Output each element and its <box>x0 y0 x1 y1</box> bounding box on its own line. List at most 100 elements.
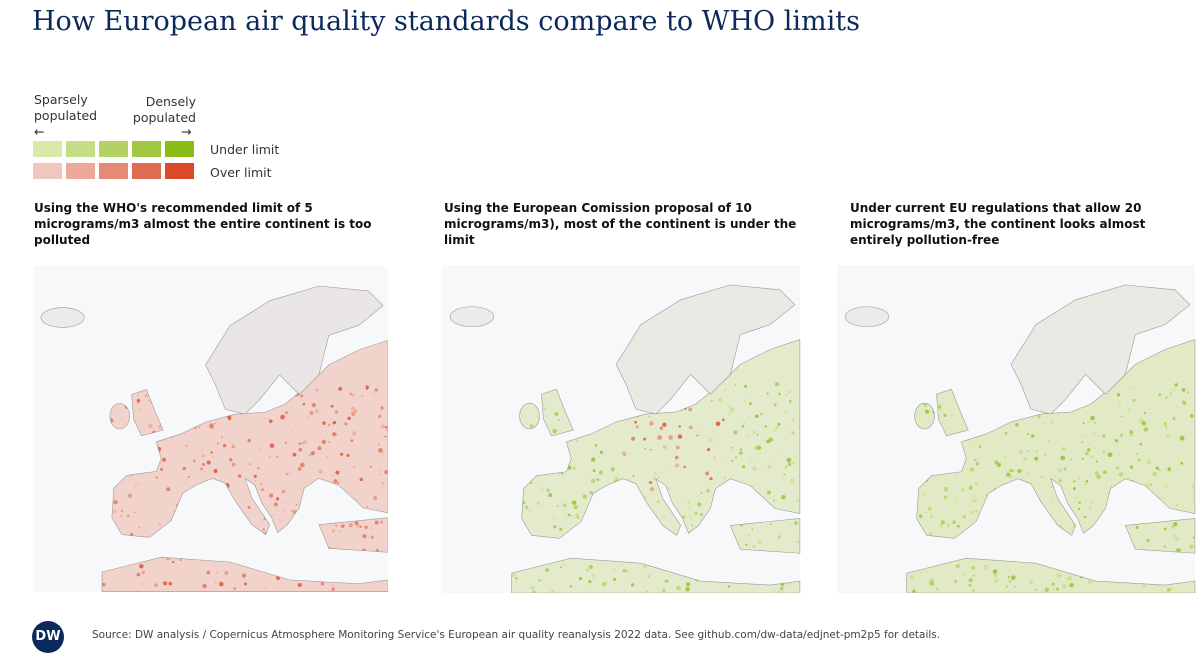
dot <box>1070 458 1073 461</box>
dot <box>1078 501 1081 504</box>
dot <box>182 466 187 471</box>
dot <box>1096 474 1101 479</box>
dot <box>536 501 541 506</box>
dot <box>377 414 382 419</box>
map <box>442 265 801 593</box>
dot <box>733 430 738 435</box>
dot <box>796 544 799 547</box>
dot <box>1191 484 1195 488</box>
dot <box>352 431 357 436</box>
dot <box>688 407 693 412</box>
dot <box>643 437 647 441</box>
dot <box>793 455 798 460</box>
dot <box>572 467 576 470</box>
dot <box>723 388 727 393</box>
dot <box>686 582 691 587</box>
dot <box>1136 453 1138 455</box>
dot <box>136 398 141 403</box>
dot <box>210 451 213 454</box>
dot <box>754 414 759 419</box>
dot <box>1120 415 1123 418</box>
dot <box>709 438 714 443</box>
dot <box>1040 475 1044 479</box>
dot <box>1152 472 1157 477</box>
dot <box>1043 439 1047 443</box>
dot <box>334 476 337 478</box>
dot <box>1027 432 1030 435</box>
dot <box>929 578 931 580</box>
dot <box>622 569 626 573</box>
dot <box>650 487 655 492</box>
dot <box>785 394 787 396</box>
dot <box>590 478 596 483</box>
dot <box>749 402 752 406</box>
dot <box>612 577 617 581</box>
dot <box>777 422 781 426</box>
dot <box>1082 422 1085 425</box>
dot <box>327 440 331 444</box>
dot <box>544 512 547 514</box>
panel-caption: Using the WHO's recommended limit of 5 m… <box>34 201 372 247</box>
dot <box>145 394 148 397</box>
dot <box>1149 483 1153 487</box>
dot <box>1030 434 1035 438</box>
dot <box>1017 469 1022 474</box>
dot <box>1163 467 1165 470</box>
dot <box>300 394 304 398</box>
land <box>109 403 130 430</box>
dot <box>968 578 973 583</box>
dot <box>1090 455 1094 459</box>
dot <box>784 410 787 414</box>
dot <box>378 448 383 453</box>
panel-caption: Using the European Comission proposal of… <box>444 201 797 247</box>
dot <box>723 476 726 479</box>
dot <box>113 500 118 505</box>
dot <box>200 467 204 471</box>
dot <box>535 414 541 419</box>
dot <box>335 524 338 527</box>
dot <box>983 564 989 570</box>
dot <box>154 583 158 588</box>
dot <box>1177 548 1182 553</box>
dot <box>380 469 382 471</box>
dot <box>743 398 746 402</box>
dot <box>261 488 264 491</box>
dot <box>610 467 615 472</box>
dot <box>375 548 379 553</box>
dot <box>365 387 368 390</box>
dot <box>216 572 218 574</box>
dot <box>628 419 631 422</box>
map <box>33 266 388 593</box>
dot <box>645 590 648 593</box>
dot <box>294 425 297 427</box>
dot <box>1178 383 1180 386</box>
dot <box>228 440 232 444</box>
dot <box>214 582 217 585</box>
dot <box>943 495 948 500</box>
dot <box>1062 584 1067 589</box>
dot <box>179 558 183 562</box>
dot <box>1148 411 1152 415</box>
dot <box>631 436 636 441</box>
dot <box>138 483 140 485</box>
dot <box>302 402 306 406</box>
dot <box>553 525 557 529</box>
dot <box>644 448 646 450</box>
dot <box>969 467 974 472</box>
dot <box>1093 405 1099 410</box>
dot <box>1050 485 1054 489</box>
dot <box>351 393 355 397</box>
dot <box>267 580 269 583</box>
dot <box>978 445 982 448</box>
dot <box>1051 418 1054 421</box>
dot <box>779 586 784 591</box>
dot <box>321 439 327 445</box>
dot <box>973 458 977 462</box>
dot <box>648 415 650 418</box>
dot <box>285 472 289 476</box>
dot <box>1007 576 1010 579</box>
dot <box>668 435 673 440</box>
dot <box>530 585 535 590</box>
dot <box>1112 451 1117 456</box>
dot <box>574 517 576 519</box>
